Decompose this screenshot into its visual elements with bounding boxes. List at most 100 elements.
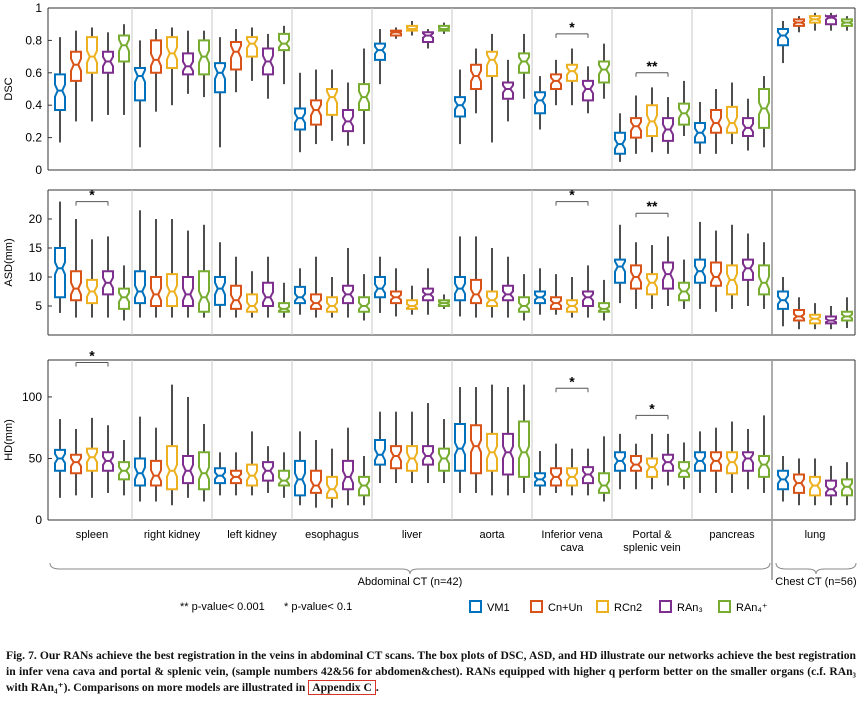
box-ran3 [662,117,674,142]
box-rcn2 [246,463,258,487]
legend-swatch [596,600,609,613]
category-label: right kidney [144,529,201,541]
box-ran3 [342,459,354,491]
box-vm1 [454,423,466,472]
appendix-c-link[interactable]: Appendix C [308,680,376,695]
box-ran3 [825,315,837,325]
category-label: cava [560,542,584,554]
legend-label: VM1 [487,602,510,614]
box-cnun [550,296,562,310]
box-ran3 [262,47,274,76]
box-ran4 [118,461,130,481]
category-label: aorta [479,529,505,541]
y-tick-label: 0.6 [25,66,42,80]
box-ran3 [102,50,114,74]
box-ran4 [518,420,530,478]
box-rcn2 [246,293,258,313]
box-vm1 [614,258,626,284]
box-ran3 [742,258,754,281]
region-label-chest: Chest CT (n=56) [775,576,856,588]
box-cnun [230,41,242,71]
box-ran4 [198,451,210,491]
category-label: liver [402,529,423,541]
box-rcn2 [486,50,498,78]
box-vm1 [777,469,789,491]
box-vm1 [294,459,306,497]
box-ran4 [841,310,853,322]
legend-label: RAn₃ [677,602,703,614]
box-ran4 [438,299,450,307]
box-cnun [310,469,322,494]
box-ran3 [742,117,754,137]
y-axis-label: DSC [3,77,15,100]
y-tick-label: 50 [29,451,43,465]
box-rcn2 [326,296,338,313]
box-rcn2 [566,63,578,82]
box-cnun [70,453,82,475]
box-vm1 [134,457,146,487]
box-rcn2 [326,88,338,116]
box-ran4 [118,287,130,310]
box-ran4 [278,469,290,487]
box-ran3 [582,79,594,102]
abdominal-brace [49,562,771,575]
box-vm1 [54,73,66,112]
box-ran4 [758,88,770,129]
box-cnun [310,99,322,126]
significance-marker: * [649,400,655,416]
box-vm1 [214,276,226,306]
box-rcn2 [809,15,821,24]
y-tick-label: 0.4 [25,98,42,112]
box-ran3 [262,281,274,307]
box-rcn2 [406,445,418,472]
box-ran4 [438,447,450,472]
box-cnun [550,73,562,90]
significance-marker: ** [647,198,658,214]
panel-hdmm: 0 50 100 HD(mm) * * * [3,347,856,580]
box-ran4 [678,461,690,478]
box-ran3 [422,31,434,44]
category-label: Inferior vena [541,529,603,541]
box-cnun [150,276,162,307]
box-cnun [390,29,402,37]
box-ran3 [825,14,837,26]
box-cnun [390,445,402,470]
box-rcn2 [166,36,178,69]
box-ran3 [582,290,594,307]
box-ran3 [825,479,837,497]
category-label: left kidney [227,529,277,541]
region-label-abdominal: Abdominal CT (n=42) [358,576,463,588]
box-cnun [150,39,162,74]
box-rcn2 [566,299,578,313]
box-cnun [710,109,722,134]
box-cnun [390,290,402,305]
significance-marker: * [569,19,575,35]
box-ran4 [198,270,210,313]
y-tick-label: 0.2 [25,131,42,145]
y-tick-label: 100 [22,390,42,404]
box-vm1 [374,276,386,299]
y-tick-label: 10 [29,270,43,284]
box-vm1 [374,42,386,61]
box-rcn2 [646,104,658,137]
box-vm1 [214,62,226,94]
box-ran3 [342,284,354,305]
box-ran4 [758,264,770,296]
box-ran3 [502,284,514,302]
box-vm1 [694,122,706,144]
box-cnun [630,455,642,472]
y-tick-label: 0 [35,163,42,177]
box-ran4 [358,475,370,497]
box-rcn2 [86,278,98,305]
box-vm1 [54,247,66,299]
box-cnun [793,473,805,494]
box-rcn2 [809,475,821,497]
significance-marker: * [569,187,575,203]
box-cnun [710,261,722,287]
legend-swatch [530,600,543,613]
category-label: esophagus [305,529,359,541]
box-vm1 [614,131,626,155]
caption-tail: Comparisons on more models are illustrat… [73,681,306,694]
box-rcn2 [406,24,418,32]
legend-label: RCn2 [614,602,642,614]
